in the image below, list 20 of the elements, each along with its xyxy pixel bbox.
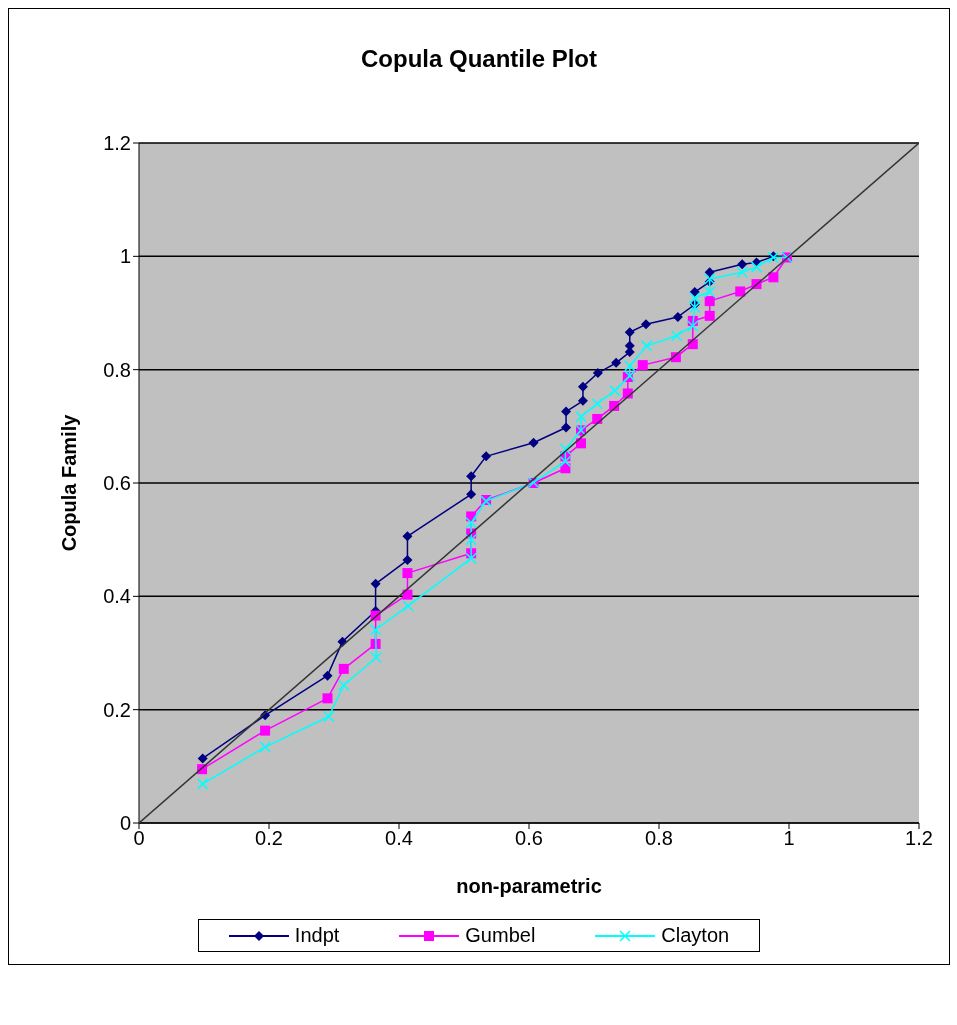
x-tick-label: 0.8 bbox=[645, 827, 673, 850]
y-tick-label: 1 bbox=[119, 245, 131, 268]
x-axis-title: non-parametric bbox=[456, 875, 602, 897]
legend-label: Clayton bbox=[661, 924, 730, 947]
y-tick-label: 0.2 bbox=[103, 698, 131, 721]
x-tick-label: 0.2 bbox=[255, 827, 283, 850]
x-tick-label: 0.6 bbox=[515, 827, 543, 850]
y-tick-label: 1.2 bbox=[103, 132, 131, 155]
legend-label: Indpt bbox=[294, 924, 340, 947]
y-tick-label: 0.4 bbox=[103, 585, 131, 608]
x-tick-label: 1.2 bbox=[905, 827, 933, 850]
x-tick-label: 1 bbox=[783, 827, 795, 850]
y-tick-label: 0.8 bbox=[103, 358, 131, 381]
y-axis-title: Copula Family bbox=[58, 413, 81, 552]
x-tick-label: 0.4 bbox=[385, 827, 413, 850]
y-tick-label: 0 bbox=[119, 812, 131, 835]
chart-title: Copula Quantile Plot bbox=[360, 45, 598, 73]
legend-label: Gumbel bbox=[465, 924, 536, 947]
x-tick-label: 0 bbox=[133, 827, 145, 850]
y-tick-label: 0.6 bbox=[103, 472, 131, 495]
